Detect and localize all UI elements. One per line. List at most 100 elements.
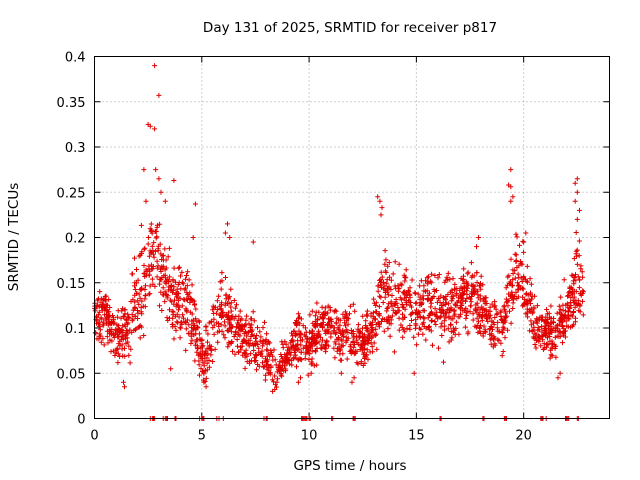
data-point — [152, 283, 158, 289]
data-point — [337, 347, 343, 353]
data-point — [337, 317, 343, 323]
data-point — [208, 352, 214, 358]
data-point — [222, 319, 227, 325]
data-point — [468, 299, 474, 305]
data-point — [222, 335, 228, 341]
data-point — [203, 384, 209, 390]
data-point — [399, 282, 405, 288]
data-point — [227, 235, 233, 240]
data-point — [255, 325, 260, 331]
data-point — [354, 337, 360, 343]
data-point — [445, 326, 451, 332]
data-point — [172, 297, 177, 303]
data-point — [169, 321, 175, 327]
data-point — [490, 344, 496, 350]
data-point — [480, 296, 486, 302]
data-point — [182, 319, 188, 325]
data-point — [477, 283, 483, 289]
data-point — [543, 314, 549, 320]
data-point — [428, 300, 434, 306]
data-point — [377, 293, 383, 299]
data-point — [211, 331, 217, 337]
data-point — [522, 301, 528, 307]
data-point — [448, 337, 454, 343]
data-point — [179, 303, 185, 309]
data-point — [214, 298, 220, 304]
data-point — [143, 283, 148, 289]
data-point — [232, 351, 238, 357]
data-point — [421, 283, 427, 289]
data-point — [413, 317, 419, 323]
data-point — [496, 337, 502, 343]
data-point — [499, 318, 505, 323]
data-point — [469, 274, 475, 280]
data-point — [381, 328, 387, 334]
x-tick-label: 20 — [515, 429, 532, 444]
data-point — [453, 302, 459, 308]
data-point — [573, 230, 579, 235]
data-point — [135, 298, 141, 304]
data-point — [450, 296, 456, 302]
data-point — [142, 296, 148, 302]
data-point — [258, 334, 264, 340]
data-point — [374, 346, 380, 352]
grid — [94, 56, 610, 419]
data-point — [159, 308, 165, 313]
data-point — [489, 301, 495, 307]
data-point — [295, 338, 301, 344]
data-point — [149, 276, 155, 282]
data-point — [244, 359, 250, 365]
data-point — [151, 240, 157, 246]
data-point — [351, 375, 357, 381]
data-point — [104, 312, 109, 318]
data-point — [125, 339, 131, 345]
data-point — [570, 278, 576, 284]
data-point — [126, 315, 132, 321]
data-point — [396, 285, 402, 291]
chart-title: Day 131 of 2025, SRMTID for receiver p81… — [203, 20, 497, 36]
data-point — [485, 319, 491, 324]
y-tick-label: 0.15 — [57, 277, 86, 292]
data-point — [426, 323, 432, 329]
data-point — [443, 300, 449, 306]
data-point — [552, 346, 558, 351]
data-point — [342, 309, 348, 315]
data-point — [402, 274, 408, 280]
data-point — [573, 289, 579, 294]
data-point — [463, 315, 469, 321]
data-point — [221, 332, 227, 338]
data-point — [138, 324, 144, 330]
data-point — [168, 287, 174, 293]
data-point — [476, 235, 482, 240]
data-point — [338, 331, 344, 336]
data-point — [509, 289, 515, 295]
data-point — [147, 123, 153, 129]
data-point — [580, 274, 586, 280]
data-point — [549, 320, 555, 326]
data-point — [157, 303, 162, 309]
data-point — [264, 366, 270, 372]
data-point — [176, 265, 182, 271]
data-point — [415, 331, 421, 337]
data-point — [270, 357, 276, 363]
data-point — [310, 335, 316, 341]
data-point — [176, 307, 181, 313]
data-point — [370, 319, 375, 325]
data-point — [182, 287, 188, 293]
data-point — [438, 310, 444, 316]
data-point — [197, 350, 203, 356]
data-point — [476, 319, 481, 325]
data-point — [475, 295, 481, 301]
data-point — [297, 330, 303, 336]
data-point — [200, 344, 205, 350]
y-tick-label: 0 — [77, 413, 85, 428]
data-point — [308, 370, 314, 376]
data-point — [179, 269, 185, 275]
data-point — [560, 307, 566, 313]
data-point — [246, 329, 251, 335]
data-point — [356, 328, 362, 334]
data-point — [474, 280, 480, 285]
data-point — [517, 242, 522, 248]
data-point — [162, 299, 168, 305]
data-point — [553, 323, 559, 329]
